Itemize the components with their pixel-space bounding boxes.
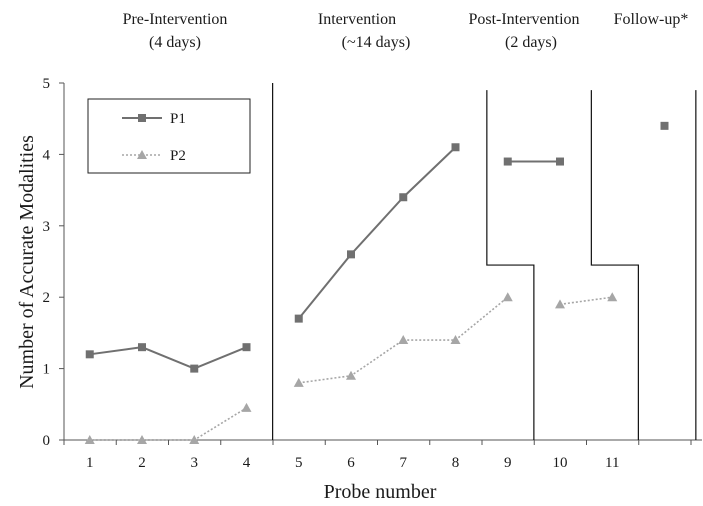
data-point-p2 xyxy=(346,370,356,380)
phase-label-line2: (2 days) xyxy=(505,34,557,51)
x-tick-label: 1 xyxy=(86,455,94,471)
legend-marker-p1 xyxy=(138,114,146,122)
y-axis-title: Number of Accurate Modalities xyxy=(16,135,38,389)
data-point-p1 xyxy=(660,121,669,130)
y-tick-label: 3 xyxy=(43,219,51,235)
data-point-p2 xyxy=(137,435,147,444)
data-point-p2 xyxy=(241,402,252,412)
y-tick-label: 4 xyxy=(43,147,51,163)
x-tick-label: 8 xyxy=(452,455,460,471)
x-tick-label: 3 xyxy=(191,455,199,471)
data-point-p1 xyxy=(451,143,460,152)
phase-label-line1: Pre-Intervention xyxy=(123,11,228,28)
phase-label-line2: (~14 days) xyxy=(342,34,411,51)
phase-label-line2: (4 days) xyxy=(149,34,201,51)
data-point-p2 xyxy=(450,335,461,345)
data-point-p1 xyxy=(138,343,146,352)
legend-marker-p2 xyxy=(137,150,147,159)
phase-lines xyxy=(272,83,697,440)
x-tick-label: 6 xyxy=(347,455,355,471)
phase-change-line xyxy=(486,90,535,440)
y-tick-label: 1 xyxy=(43,362,51,378)
y-tick-label: 0 xyxy=(43,433,51,449)
data-point-p1 xyxy=(190,364,199,373)
series-line-p2 xyxy=(89,407,247,441)
data-point-p1 xyxy=(556,157,564,166)
series-line-p1 xyxy=(89,346,247,370)
data-point-p2 xyxy=(84,435,95,444)
phase-label-line1: Intervention xyxy=(318,11,396,28)
phase-change-line xyxy=(590,90,639,440)
data-point-p1 xyxy=(399,193,408,202)
x-tick-label: 4 xyxy=(243,455,251,471)
phase-labels: Pre-Intervention (4 days) Intervention (~14… xyxy=(123,11,689,51)
data-point-p1 xyxy=(85,350,94,359)
series-line-p2 xyxy=(559,296,613,306)
data-point-p1 xyxy=(294,314,303,323)
data-point-p2 xyxy=(502,292,513,302)
phase-label-line1: Follow-up* xyxy=(614,11,689,28)
series-p2 xyxy=(84,292,618,444)
data-point-p1 xyxy=(503,157,512,166)
series-p1 xyxy=(85,121,669,373)
y-tick-label: 5 xyxy=(43,76,51,92)
legend-label-p2: P2 xyxy=(170,148,186,164)
data-point-p1 xyxy=(242,343,251,352)
x-tick-label: 7 xyxy=(400,455,408,471)
data-point-p2 xyxy=(398,335,409,345)
x-tick-label: 5 xyxy=(295,455,303,471)
x-tick-label: 11 xyxy=(605,455,619,471)
data-point-p2 xyxy=(555,299,565,309)
series-line-p1 xyxy=(297,146,457,320)
series-layer xyxy=(84,121,669,444)
x-axis-title: Probe number xyxy=(324,481,437,503)
legend: P1 P2 xyxy=(87,98,251,174)
data-point-p2 xyxy=(189,435,200,444)
legend-box xyxy=(87,98,251,174)
y-tick-label: 2 xyxy=(43,290,51,306)
data-point-p2 xyxy=(293,377,304,387)
x-tick-label: 9 xyxy=(504,455,512,471)
data-point-p1 xyxy=(347,250,355,259)
x-tick-label: 10 xyxy=(553,455,568,471)
legend-label-p1: P1 xyxy=(170,111,186,127)
phase-label-line1: Post-Intervention xyxy=(468,11,579,28)
x-tick-label: 2 xyxy=(138,455,146,471)
data-point-p2 xyxy=(607,292,618,302)
